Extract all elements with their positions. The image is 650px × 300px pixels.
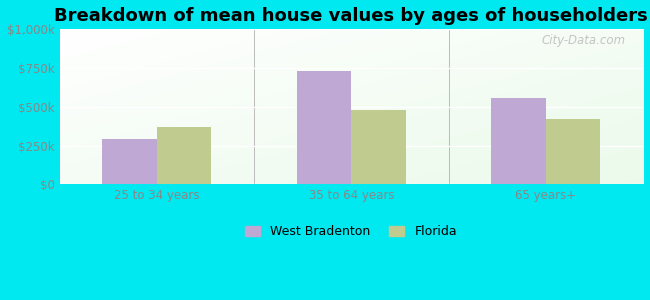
Title: Breakdown of mean house values by ages of householders: Breakdown of mean house values by ages o… [55, 7, 648, 25]
Bar [351, 110, 406, 184]
Text: City-Data.com: City-Data.com [541, 34, 625, 47]
Legend: West Bradenton, Florida: West Bradenton, Florida [240, 220, 462, 243]
Bar [491, 98, 546, 184]
Bar [102, 139, 157, 184]
Bar [546, 119, 600, 184]
Bar [157, 127, 211, 184]
Bar [297, 71, 351, 184]
